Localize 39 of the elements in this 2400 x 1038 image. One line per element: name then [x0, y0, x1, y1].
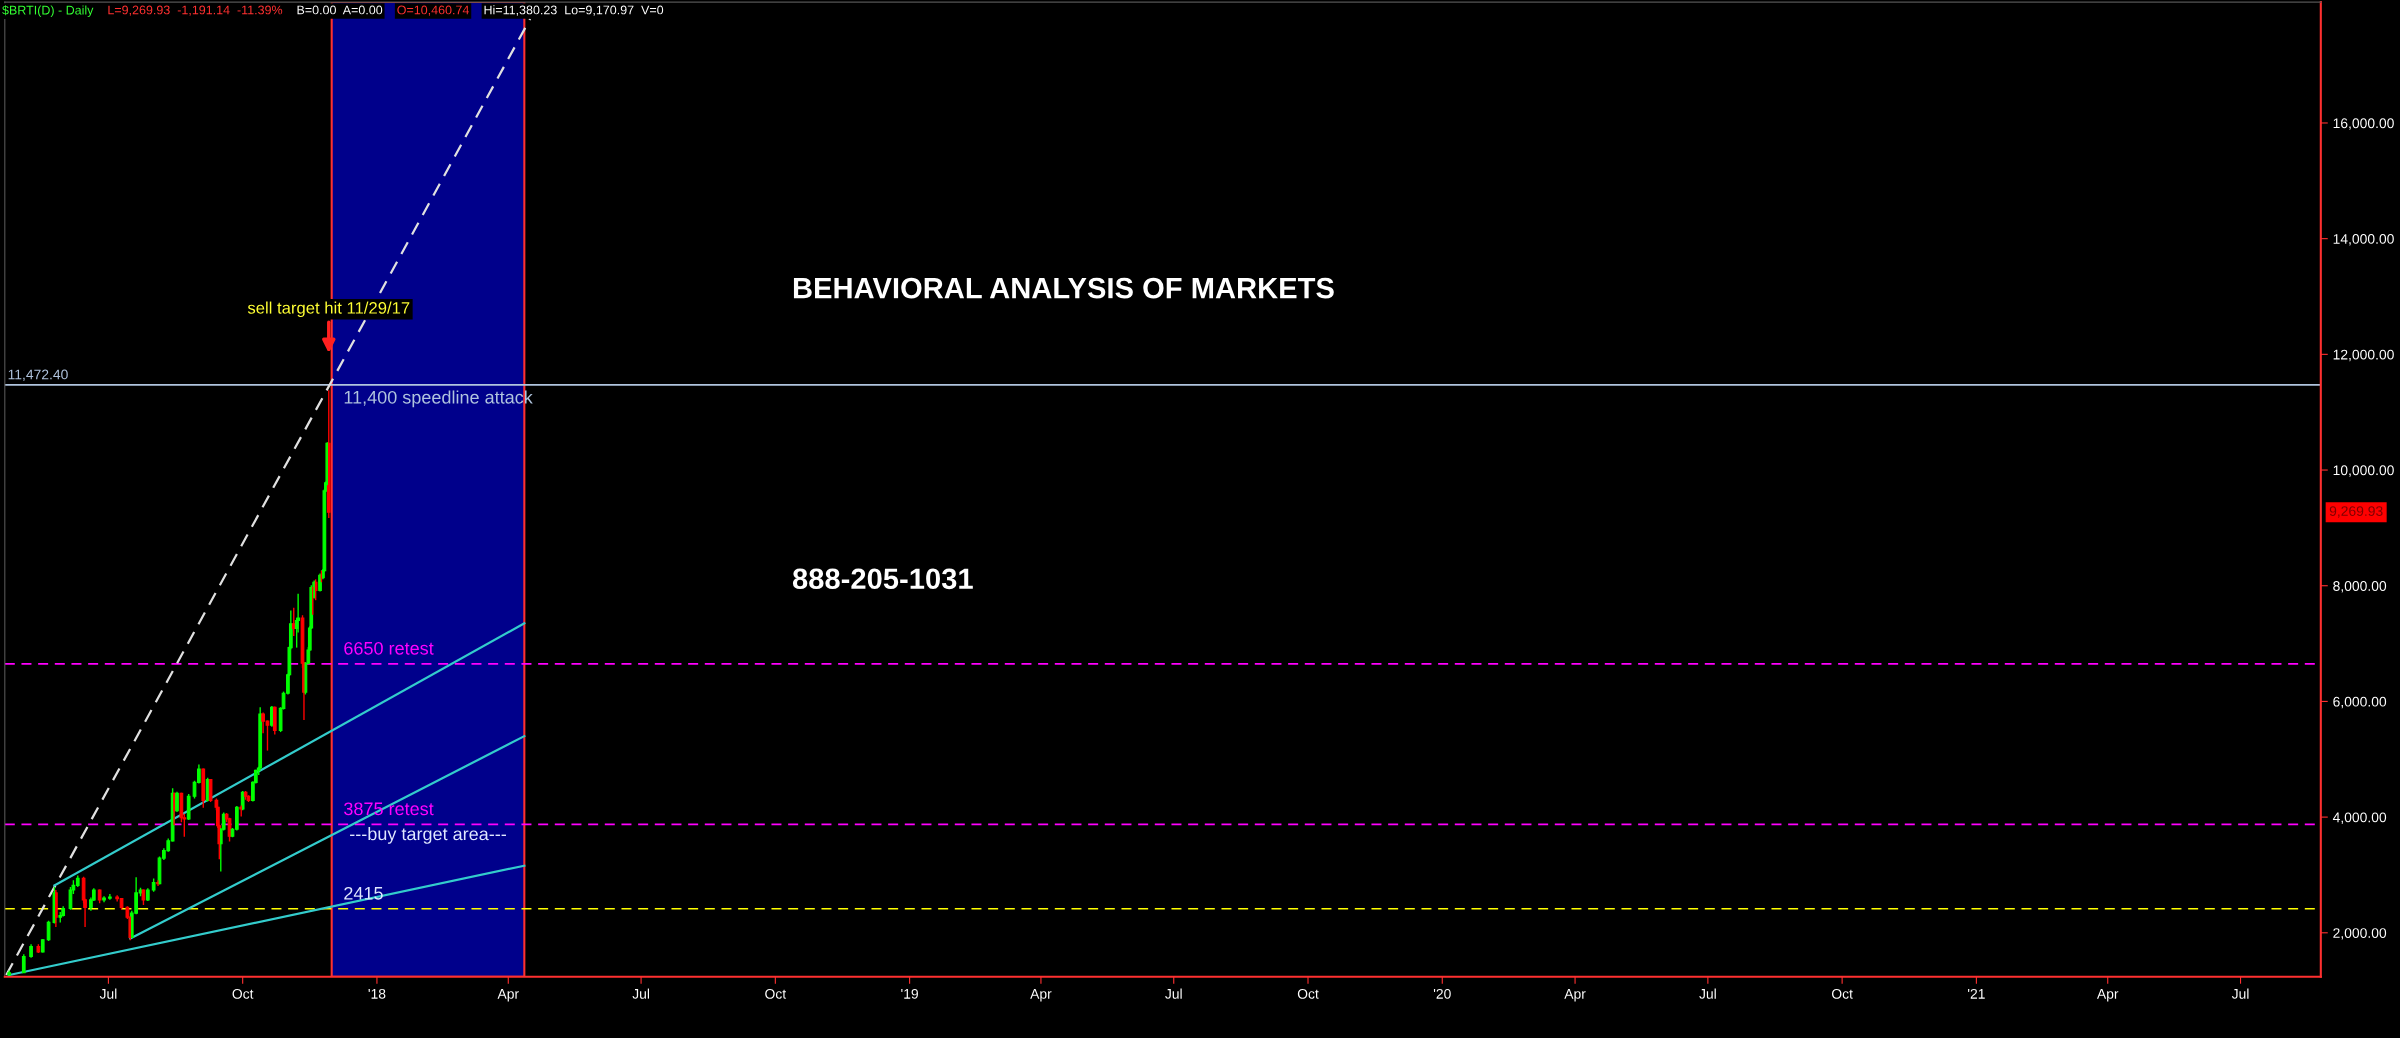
band-label: ---buy target area---	[350, 827, 506, 844]
x-tick-label: '20	[1433, 988, 1451, 999]
y-tick-label: 14,000.00	[2333, 233, 2394, 246]
annotation: sell target hit 11/29/17	[247, 301, 410, 318]
ref-line-label: 3875 retest	[344, 802, 434, 816]
y-tick-label: 10,000.00	[2333, 465, 2394, 477]
x-tick-label: Jul	[2231, 988, 2249, 999]
annotation: Hi=11,380.23 Lo=9,170.97 V=0	[484, 5, 664, 16]
y-tick-label: 4,000.00	[2332, 812, 2387, 824]
y-tick-label: 12,000.00	[2333, 349, 2394, 362]
x-tick-label: Oct	[1297, 988, 1319, 999]
x-tick-label: Jul	[1165, 988, 1182, 999]
x-tick-label: Jul	[99, 988, 117, 999]
x-tick-label: Apr	[1564, 989, 1586, 1002]
x-tick-label: Jul	[632, 988, 650, 999]
y-tick-label: 2,000.00	[2333, 928, 2387, 940]
text: 9,269.93	[2329, 506, 2383, 518]
x-tick-label: Apr	[2096, 989, 2119, 1002]
x-tick-label: Apr	[1030, 989, 1052, 1002]
annotation: L=9,269.93 -1,191.14 -11.39%	[108, 5, 283, 16]
x-tick-label: Oct	[1831, 988, 1853, 999]
annotation: B=0.00 A=0.00	[297, 5, 383, 15]
y-tick-label: 16,000.00	[2333, 118, 2394, 130]
x-tick-label: Apr	[497, 989, 519, 1002]
ref-line-label: 2415	[344, 886, 383, 900]
x-tick-label: '19	[901, 988, 918, 999]
x-tick-label: '18	[368, 988, 386, 999]
annotation: 11,472.40	[8, 369, 68, 381]
annotation: $BRTI(D) - Daily	[2, 5, 94, 18]
x-tick-label: '21	[1968, 988, 1985, 999]
x-tick-label: Oct	[765, 988, 787, 999]
x-tick-label: Jul	[1699, 988, 1716, 999]
annotation: O=10,460.74	[397, 5, 470, 16]
x-tick-label: Oct	[232, 988, 254, 999]
annotation: BEHAVIORAL ANALYSIS OF MARKETS	[793, 277, 1334, 299]
y-tick-label: 6,000.00	[2333, 696, 2387, 709]
y-tick-label: 8,000.00	[2333, 581, 2387, 593]
ref-line-label: 6650 retest	[344, 641, 434, 655]
annotation: 888-205-1031	[792, 568, 973, 590]
